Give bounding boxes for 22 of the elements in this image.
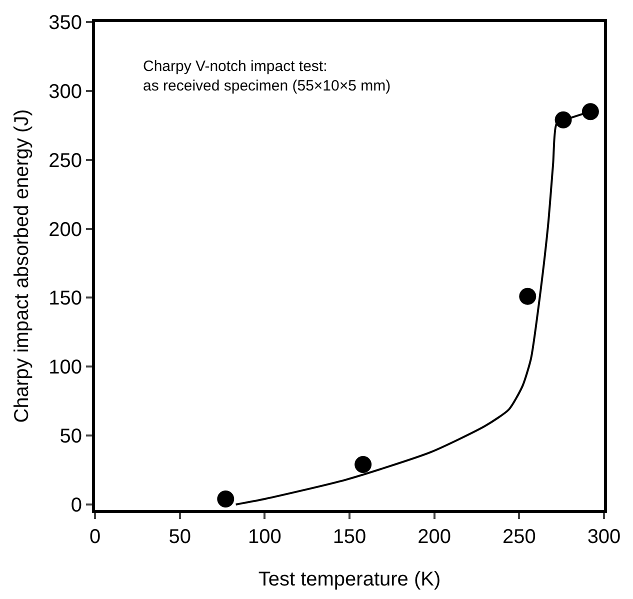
point xyxy=(217,490,234,508)
x-tick-label: 50 xyxy=(168,526,191,548)
annotation: Charpy V-notch impact test: as received specimen (55×10×5 mm) xyxy=(143,58,391,94)
y-tick-label: 200 xyxy=(48,218,82,241)
y-tick-label: 300 xyxy=(48,80,82,103)
y-tick-label: 250 xyxy=(48,150,82,172)
x-tick-label: 300 xyxy=(587,526,621,548)
y-tick-label: 150 xyxy=(48,288,82,310)
x-tick-label: 100 xyxy=(248,526,282,548)
x-tick-label: 0 xyxy=(89,526,101,548)
x-tick-label: 250 xyxy=(502,526,536,548)
y-tick-label: 50 xyxy=(60,426,82,448)
point xyxy=(582,103,599,120)
x-tick-label: 150 xyxy=(332,526,366,548)
y-tick-label: 100 xyxy=(48,356,82,379)
x-tick-label: 200 xyxy=(418,526,452,548)
y-tick-label: 0 xyxy=(70,494,82,516)
x-axis-title: Test temperature (K) xyxy=(258,568,441,590)
point xyxy=(354,456,372,473)
y-axis-title: Charpy impact absorbed energy (J) xyxy=(11,109,34,423)
point xyxy=(519,288,536,305)
y-tick-label: 350 xyxy=(48,12,82,34)
